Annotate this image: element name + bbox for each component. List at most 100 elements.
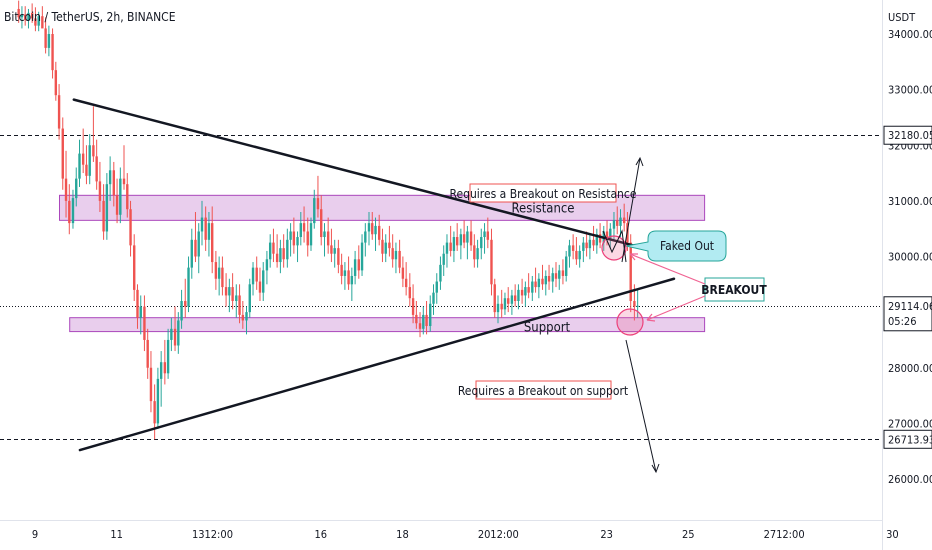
candle-body	[326, 231, 330, 246]
breakout-arrowhead-upper	[629, 253, 638, 261]
candle	[636, 289, 639, 318]
candle-body	[622, 217, 626, 224]
candle-body	[289, 231, 292, 240]
candle	[146, 328, 149, 379]
time-axis[interactable]: 9 11 13 12:00 16 18 20 12:00 23 25 27 12:00 30	[32, 528, 899, 541]
candle	[537, 273, 541, 299]
candle	[241, 301, 245, 329]
candle-body	[408, 287, 412, 299]
candle-body	[333, 248, 336, 254]
candle-body	[286, 239, 289, 260]
chart-title: Bitcoin / TetherUS, 2h, BINANCE	[4, 10, 176, 24]
time-tick-label: 16	[315, 528, 328, 541]
candle	[534, 267, 537, 293]
time-tick-label: 12:00	[204, 528, 233, 541]
candle	[551, 267, 554, 293]
candle	[81, 128, 85, 174]
candle	[490, 228, 493, 296]
price-tick-label: 26000.00	[888, 473, 932, 486]
candle-body	[231, 287, 234, 301]
candle-body	[360, 242, 364, 271]
price-axis[interactable]: 26000.0027000.0028000.0029000.0030000.00…	[883, 28, 932, 486]
candle	[401, 256, 405, 288]
candle	[306, 217, 309, 257]
candle	[388, 225, 391, 257]
candle-body	[592, 239, 595, 246]
candle-body	[92, 145, 95, 157]
candle-body	[429, 303, 432, 327]
candle	[170, 317, 173, 352]
candle-body	[422, 314, 425, 329]
candle-body	[571, 245, 575, 251]
candle-body	[272, 242, 275, 254]
candle	[180, 289, 183, 329]
candle-body	[221, 267, 224, 288]
candle-body	[153, 401, 156, 424]
candle	[480, 228, 483, 260]
candle-body	[517, 289, 520, 301]
candle-body	[605, 231, 609, 240]
candle	[251, 262, 255, 296]
time-tick-label: 23	[600, 528, 613, 541]
candle-body	[558, 270, 561, 279]
candle-body	[513, 295, 517, 301]
candle-body	[337, 248, 340, 265]
candle-body	[582, 242, 585, 251]
candle-body	[496, 303, 500, 313]
candle	[292, 217, 296, 254]
candle	[184, 278, 187, 318]
candle-body	[108, 170, 112, 185]
candle-body	[612, 220, 616, 229]
candle	[592, 225, 595, 251]
price-level-label: 26713.93	[888, 433, 932, 446]
candle-body	[200, 217, 204, 232]
candle-body	[554, 273, 558, 279]
candle	[343, 262, 347, 290]
currency-label: USDT	[888, 11, 916, 24]
candle	[425, 301, 428, 335]
candle	[554, 262, 558, 288]
candle-body	[490, 239, 493, 285]
candle-body	[466, 231, 469, 243]
candle-body	[609, 228, 612, 240]
candle	[149, 351, 153, 413]
candle-body	[527, 287, 530, 293]
candle	[496, 295, 500, 324]
candle	[166, 328, 170, 379]
candle-body	[578, 250, 581, 260]
candle	[350, 267, 354, 301]
ascending-trendline	[78, 277, 676, 452]
candle-body	[126, 184, 129, 210]
candle-body	[204, 217, 207, 240]
candle-body	[75, 178, 78, 199]
candle	[265, 250, 269, 285]
candle-body	[445, 242, 449, 254]
candle-body	[119, 178, 122, 215]
candle	[578, 245, 581, 268]
time-tick-label: 25	[682, 528, 695, 541]
candle	[286, 228, 289, 268]
candle	[568, 239, 571, 268]
candle-body	[81, 153, 85, 165]
candle-body	[520, 289, 524, 296]
candle	[520, 278, 524, 304]
candle-body	[224, 287, 228, 296]
candle-body	[323, 231, 326, 238]
candle-body	[105, 184, 109, 232]
projection-down-line	[625, 339, 657, 473]
candle-body	[88, 145, 91, 176]
price-level-badge	[883, 429, 932, 449]
candle	[235, 284, 238, 318]
support-note-box	[475, 380, 612, 400]
candle-body	[575, 250, 578, 260]
candle	[473, 234, 476, 268]
time-tick-label: 11	[110, 528, 123, 541]
candle-body	[292, 231, 296, 246]
candle	[507, 287, 510, 313]
candle	[64, 150, 68, 218]
current-price-label: 29114.06	[888, 300, 932, 313]
candle-body	[500, 303, 503, 310]
candle-body	[211, 223, 214, 263]
